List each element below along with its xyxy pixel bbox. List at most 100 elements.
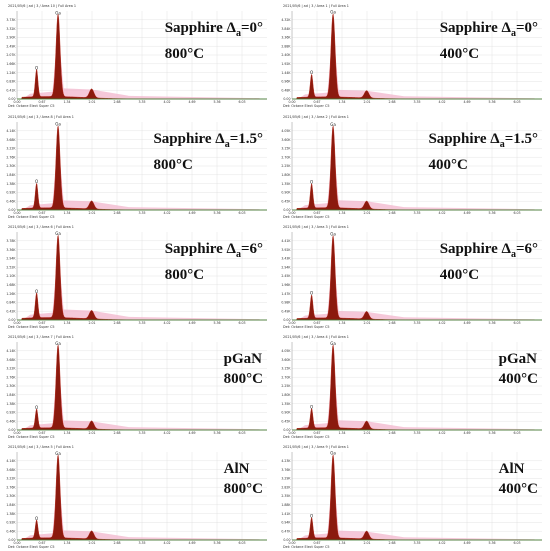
peak-label-o: O [310,180,313,185]
spectrum-panel: 2021/05/6 | ad | 3 / Area 9 | Full Area … [280,445,550,551]
y-tick-label: 3.68K [6,358,16,362]
y-tick-label: 0.92K [6,521,16,525]
x-tick-label: 4.02 [438,321,445,325]
sample-label: pGaN 800°C [224,349,263,389]
peak-label-ga: Ga [330,451,336,456]
detector-footer: Det: Octane Elect Super C5 [8,435,55,439]
x-tick-label: 6.03 [513,541,520,545]
x-tick-label: 3.35 [413,541,420,545]
y-tick-label: 1.41K [281,512,291,516]
sample-name: Sapphire Δa=0° [440,18,538,44]
y-tick-label: 1.84K [6,503,16,507]
x-tick-label: 5.36 [488,211,495,215]
x-tick-label: 0.67 [313,431,320,435]
spectrum-header: 2021/05/6 | ad | 3 / Area 9 | Full Area … [283,445,349,449]
x-tick-label: 2.68 [113,321,120,325]
spectrum-panel: 2021/05/6 | ad | 3 / Area 3 | Full Area … [280,225,550,331]
y-tick-label: 0.00 [283,208,290,212]
x-tick-label: 2.01 [363,541,370,545]
spectrum-plot: 0.00 0.47K 0.94K 1.41K 1.88K 2.35K 2.82K 3.29K 3… [281,451,542,545]
y-tick-label: 0.47K [281,529,291,533]
y-tick-label: 3.43K [281,257,291,261]
y-tick-label: 2.76K [6,375,16,379]
y-tick-label: 3.32K [6,27,16,31]
sample-name-angle: =1.5° [229,131,263,147]
y-tick-label: 4.14K [6,129,16,133]
detector-footer: Det: Octane Elect Super C5 [283,325,330,329]
spectrum-panel: 2021/05/6 | ad | 3 / Area 2 | Full Area … [280,115,550,221]
y-tick-label: 1.44K [281,71,291,75]
y-tick-label: 2.90K [6,36,16,40]
x-tick-label: 0.00 [13,541,20,545]
spectrum-plot: 0.00 0.46K 0.92K 1.38K 1.84K 2.30K 2.76K 3.22K 3… [6,122,267,215]
y-tick-label: 3.36K [281,36,291,40]
x-tick-label: 3.35 [138,431,145,435]
x-tick-label: 0.00 [13,321,20,325]
spectrum-panel: 2021/05/6 | ad | 3 / Area 6 | Full Area … [5,225,275,331]
y-tick-label: 2.07K [6,53,16,57]
sample-name-angle: =6° [515,241,538,257]
x-tick-label: 5.36 [213,211,220,215]
sample-temperature: 400°C [439,46,480,62]
sample-name-main: AlN [498,461,525,477]
y-tick-label: 3.15K [281,367,291,371]
peak-label-o: O [310,291,313,296]
x-tick-label: 0.00 [13,211,20,215]
spectrum-panel: 2021/05/6 | ad | 3 / Area 1 | Full Area … [280,4,550,110]
x-tick-label: 6.03 [238,541,245,545]
y-tick-label: 0.00 [283,97,290,101]
sample-name: pGaN [499,349,538,369]
sample-name-angle: =6° [240,241,263,257]
peak-label-o: O [35,405,38,410]
sample-label: Sapphire Δa=6° 400°C [440,239,538,285]
sample-name: Sapphire Δa=6° [440,239,538,265]
y-tick-label: 0.83K [6,80,16,84]
peak-label-o: O [35,516,38,521]
y-tick-label: 3.22K [6,477,16,481]
x-tick-label: 1.34 [63,431,70,435]
spectrum-header: 2021/05/6 | ad | 3 / Area 4 | Full Area … [283,335,349,339]
peak-label-o: O [35,179,38,184]
y-tick-label: 2.82K [281,485,291,489]
x-tick-label: 1.34 [338,431,345,435]
x-tick-label: 2.01 [363,100,370,104]
y-tick-label: 1.96K [281,283,291,287]
y-tick-label: 2.25K [281,164,291,168]
spectrum-panel: 2021/05/6 | ad | 3 / Area 8 | Full Area … [5,115,275,221]
y-tick-label: 3.68K [6,468,16,472]
y-tick-label: 2.52K [6,265,16,269]
x-tick-label: 6.03 [238,211,245,215]
x-tick-label: 4.02 [163,100,170,104]
y-tick-label: 2.76K [6,485,16,489]
y-tick-label: 0.92K [6,411,16,415]
x-tick-label: 0.67 [38,211,45,215]
y-tick-label: 1.68K [6,283,16,287]
x-tick-label: 5.36 [488,431,495,435]
x-tick-label: 0.67 [38,431,45,435]
sample-temperature: 400°C [439,267,480,283]
x-tick-label: 2.01 [363,321,370,325]
spectrum-plot: 0.00 0.46K 0.92K 1.38K 1.84K 2.30K 2.76K 3.22K 3… [6,451,267,545]
x-tick-label: 0.00 [13,100,20,104]
sample-name: AlN [224,459,263,479]
y-tick-label: 0.00 [8,208,15,212]
peak-label-ga: Ga [55,122,61,127]
y-tick-label: 3.22K [6,367,16,371]
peak-label-ga: Ga [330,10,336,15]
y-tick-label: 3.36K [6,248,16,252]
sample-temperature: 400°C [498,481,538,497]
spectrum-header: 2021/05/6 | ad | 3 / Area 5 | Full Area … [8,445,74,449]
y-tick-label: 0.46K [6,419,16,423]
x-tick-label: 0.00 [13,431,20,435]
y-tick-label: 1.66K [6,62,16,66]
y-tick-label: 3.78K [6,239,16,243]
x-tick-label: 6.03 [513,321,520,325]
spectrum-header: 2021/05/6 | ad | 3 / Area 1 | Full Area … [283,4,349,8]
x-tick-label: 6.03 [238,431,245,435]
y-tick-label: 2.40K [281,53,291,57]
x-tick-label: 6.03 [513,100,520,104]
y-tick-label: 2.76K [6,155,16,159]
y-tick-label: 0.46K [6,199,16,203]
peak-label-o: O [310,404,313,409]
y-tick-label: 3.84K [281,27,291,31]
